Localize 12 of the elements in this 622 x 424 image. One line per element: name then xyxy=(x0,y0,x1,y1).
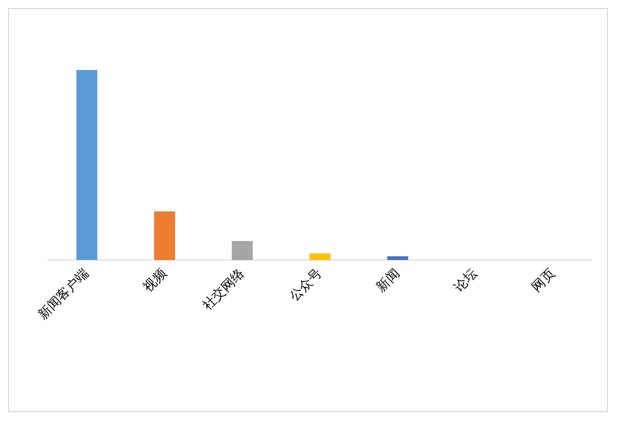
bar xyxy=(232,241,253,260)
x-tick-label: 论坛 xyxy=(452,266,481,296)
bar xyxy=(310,253,330,260)
bar xyxy=(76,70,98,260)
x-tick-label: 社交网络 xyxy=(199,265,248,314)
x-tick-label: 公众号 xyxy=(287,266,326,304)
bar xyxy=(154,211,176,260)
x-tick-label: 新闻客户端 xyxy=(34,265,92,323)
bar xyxy=(387,256,408,260)
x-tick-label: 网页 xyxy=(529,266,558,296)
x-tick-label: 视频 xyxy=(140,266,170,296)
x-tick-label: 新闻 xyxy=(374,266,403,296)
